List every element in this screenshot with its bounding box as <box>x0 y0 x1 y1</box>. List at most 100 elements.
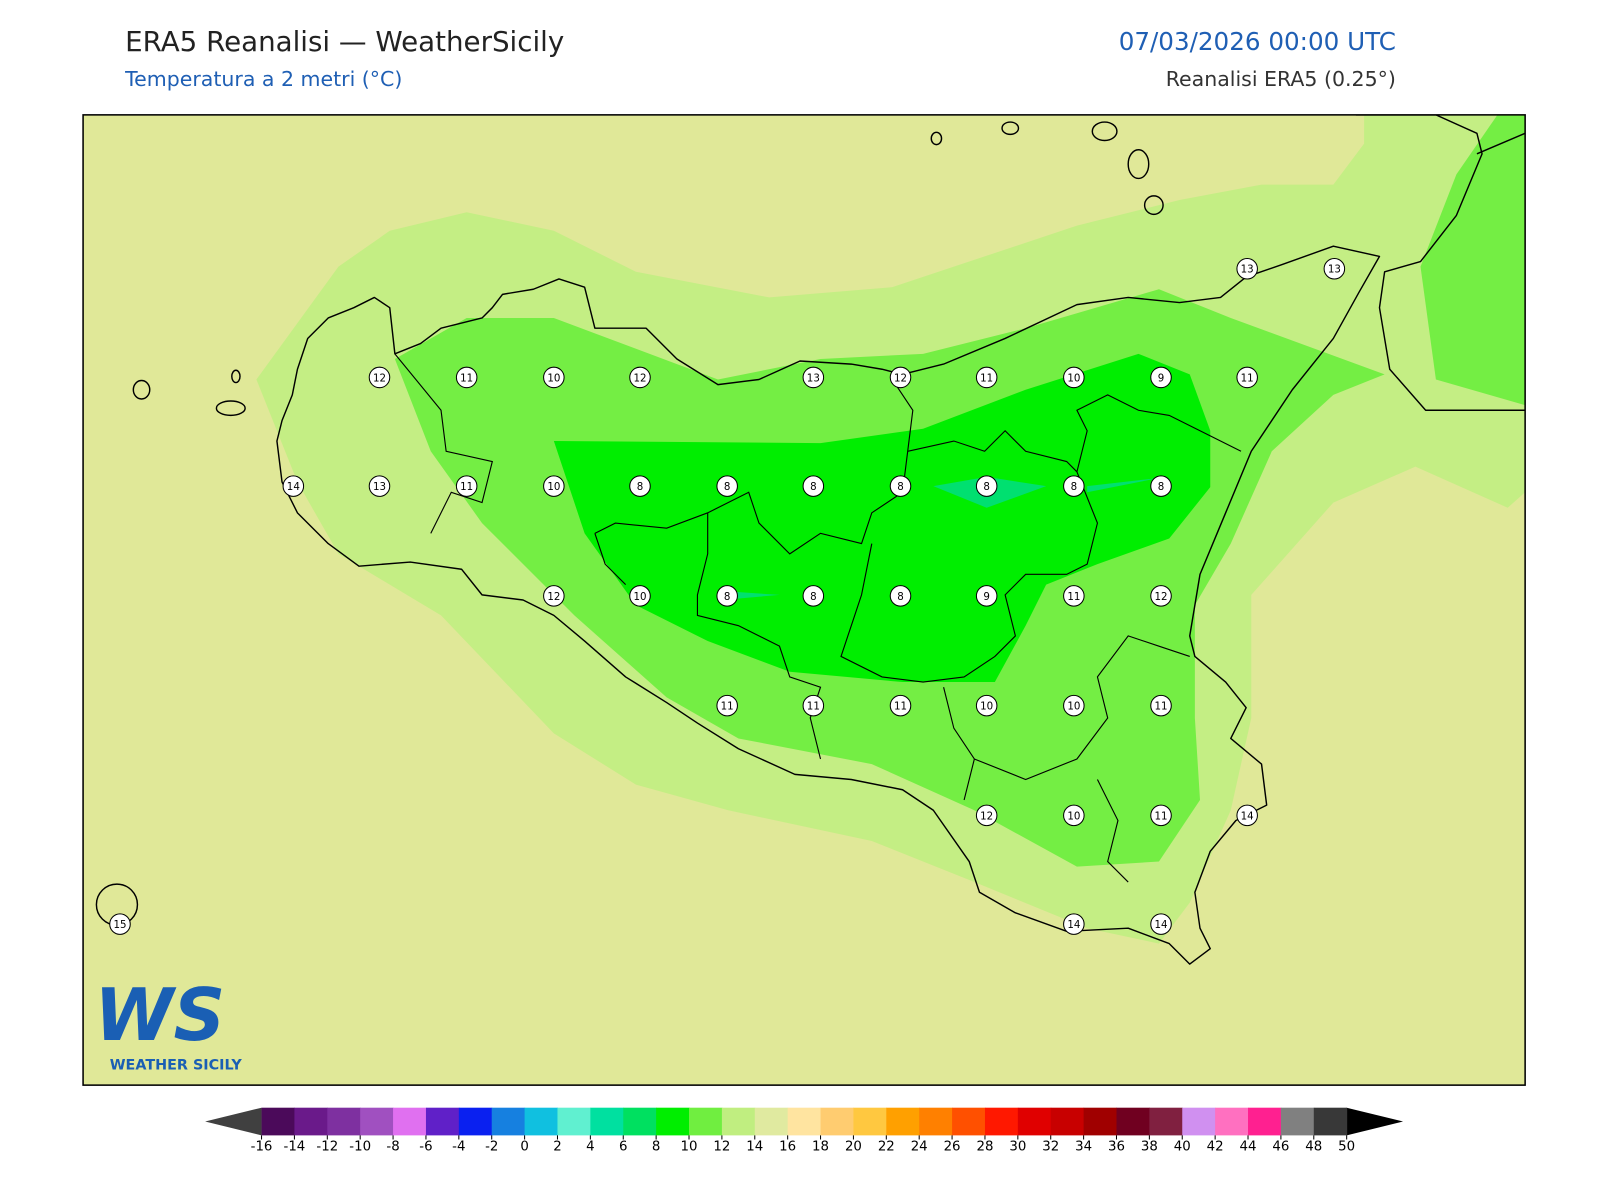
colorbar-segment <box>1083 1107 1118 1136</box>
station: 12 <box>368 366 391 389</box>
colorbar-tick-label: -10 <box>349 1140 371 1155</box>
station-marker <box>1063 585 1085 607</box>
station: 14 <box>1150 913 1172 935</box>
station: 10 <box>543 366 565 389</box>
colorbar-tick-label: 46 <box>1272 1140 1289 1155</box>
station-marker <box>1150 804 1172 827</box>
station-value: 8 <box>1071 481 1078 493</box>
colorbar-tick-label: 42 <box>1207 1140 1224 1155</box>
station-value: 11 <box>1067 591 1080 603</box>
map-frame <box>82 114 1526 1086</box>
station-marker <box>1236 366 1258 389</box>
station-marker <box>1150 585 1172 607</box>
colorbar-segment <box>1149 1107 1183 1136</box>
colorbar-segment <box>491 1107 526 1136</box>
station-value: 13 <box>1328 264 1341 276</box>
station-marker <box>1236 804 1258 827</box>
colorbar-segment <box>261 1107 295 1136</box>
station-marker <box>1150 366 1172 389</box>
colorbar-segment <box>623 1107 657 1136</box>
colorbar-segment <box>1215 1107 1249 1136</box>
station-value: 15 <box>113 919 126 931</box>
station-value: 10 <box>547 481 560 493</box>
colorbar-tick-label: -2 <box>485 1140 498 1155</box>
station: 12 <box>543 585 565 607</box>
station: 11 <box>975 366 998 389</box>
station: 10 <box>543 475 565 497</box>
station: 11 <box>1236 366 1258 389</box>
station-value: 13 <box>1241 264 1254 276</box>
station-value: 8 <box>724 591 731 603</box>
station-value: 9 <box>1158 372 1165 384</box>
station-value: 11 <box>1241 372 1254 384</box>
colorbar-tick-label: 26 <box>944 1140 961 1155</box>
station-value: 11 <box>980 372 993 384</box>
colorbar-tick-label: 28 <box>976 1140 993 1155</box>
station-value: 12 <box>373 372 386 384</box>
station: 15 <box>109 913 131 935</box>
station-value: 14 <box>1067 919 1080 931</box>
colorbar-segment <box>590 1107 624 1136</box>
station: 8 <box>802 585 825 607</box>
station: 10 <box>1063 804 1085 827</box>
colorbar-tick-label: 8 <box>652 1140 660 1155</box>
colorbar-segment <box>656 1107 690 1136</box>
contour-6-8 <box>1087 477 1159 493</box>
station: 10 <box>975 694 998 717</box>
station: 11 <box>1150 694 1172 717</box>
station-value: 14 <box>1155 919 1168 931</box>
station-marker <box>455 366 478 389</box>
colorbar-tick-label: -4 <box>452 1140 465 1155</box>
colorbar-tick-label: 34 <box>1075 1140 1092 1155</box>
station-value: 11 <box>1155 810 1168 822</box>
station-marker <box>889 694 912 717</box>
station: 14 <box>1063 913 1085 935</box>
datetime: 07/03/2026 00:00 UTC <box>1119 27 1396 56</box>
station-marker <box>1063 366 1085 389</box>
station-marker <box>889 366 912 389</box>
station-value: 8 <box>810 591 817 603</box>
colorbar-tick-label: 6 <box>619 1140 627 1155</box>
colorbar-segment <box>1116 1107 1150 1136</box>
station-marker <box>109 913 131 935</box>
colorbar-tick-label: -8 <box>386 1140 399 1155</box>
station-value: 11 <box>894 701 907 713</box>
logo-letters: WS <box>94 973 225 1057</box>
station: 8 <box>716 475 738 497</box>
station: 11 <box>1150 804 1172 827</box>
station: 10 <box>1063 694 1085 717</box>
station-value: 12 <box>547 591 560 603</box>
logo-text: WEATHER SICILY <box>110 1058 243 1074</box>
station-marker <box>889 585 912 607</box>
station-marker <box>716 694 738 717</box>
station-value: 13 <box>373 481 386 493</box>
colorbar: -16 -14 -12 -10 -8 -6 -4 -2 0 2 4 6 8 10 12 14 16 18 20 22 2… <box>205 1107 1404 1155</box>
station-marker <box>975 694 998 717</box>
station-value: 8 <box>983 481 990 493</box>
colorbar-tick-label: 24 <box>911 1140 928 1155</box>
colorbar-tick-label: 16 <box>779 1140 796 1155</box>
station-marker <box>802 694 825 717</box>
colorbar-tick-label: 48 <box>1305 1140 1322 1155</box>
colorbar-segment <box>1248 1107 1282 1136</box>
station-marker <box>1150 694 1172 717</box>
colorbar-tick-label: 10 <box>681 1140 698 1155</box>
coastline-sicily <box>276 245 1381 965</box>
station-value: 10 <box>1067 810 1080 822</box>
station-marker <box>802 366 825 389</box>
station: 9 <box>975 585 998 607</box>
colorbar-tick-label: 44 <box>1240 1140 1257 1155</box>
station-value: 10 <box>547 372 560 384</box>
station-marker <box>1323 257 1346 280</box>
station: 11 <box>716 694 738 717</box>
colorbar-segment <box>984 1107 1019 1136</box>
station: 10 <box>629 585 651 607</box>
station-value: 8 <box>897 481 904 493</box>
coastline-calabria <box>1355 114 1526 411</box>
station-value: 13 <box>807 372 820 384</box>
colorbar-tick-label: 2 <box>553 1140 561 1155</box>
colorbar-tick-label: 22 <box>878 1140 895 1155</box>
colorbar-tick-label: 38 <box>1141 1140 1158 1155</box>
colorbar-tick-label: 36 <box>1108 1140 1125 1155</box>
station-marker <box>975 804 998 827</box>
